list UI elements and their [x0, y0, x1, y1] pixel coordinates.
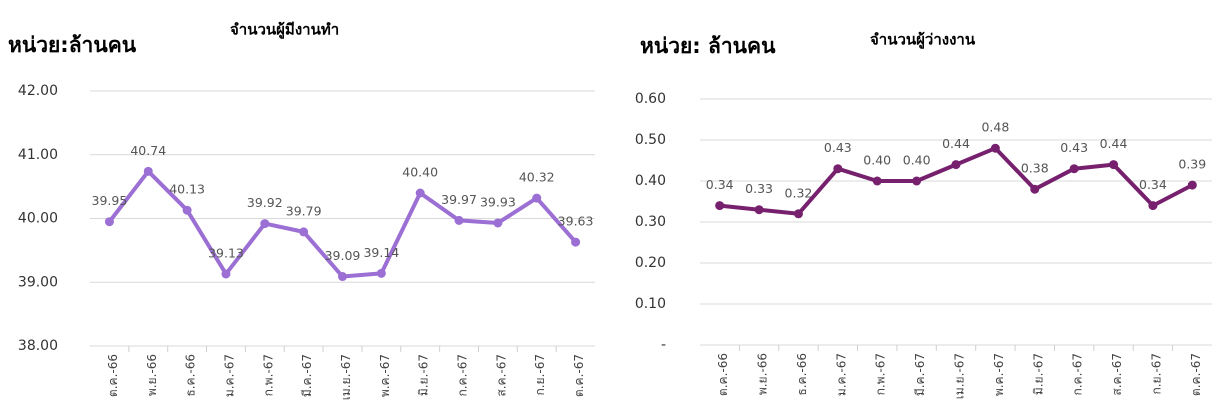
data-label: 0.34	[706, 177, 734, 192]
point	[260, 219, 270, 229]
x-tick-label: ก.ค.-67	[1071, 353, 1085, 396]
data-label: 0.43	[1060, 140, 1088, 155]
y-tick-label: 42.00	[18, 83, 58, 99]
data-label: 39.13	[208, 245, 244, 260]
point	[1030, 184, 1040, 194]
data-label: 0.39	[1178, 157, 1206, 172]
point	[951, 160, 961, 170]
x-tick-label: เม.ย.-67	[339, 354, 353, 400]
x-tick-label: ก.พ.-67	[261, 354, 275, 396]
y-tick-label: 39.00	[18, 274, 58, 290]
x-tick-label: พ.ย.-66	[756, 353, 770, 395]
x-tick-label: ส.ค.-67	[1110, 353, 1124, 396]
x-tick-label: ม.ค.-67	[834, 353, 848, 396]
point	[221, 269, 231, 279]
x-tick-label: พ.ค.-67	[992, 353, 1006, 396]
data-label: 39.63	[558, 214, 594, 229]
point	[299, 227, 309, 237]
x-tick-label: พ.ย.-66	[145, 354, 159, 396]
point	[715, 201, 725, 211]
x-tick-label: มี.ค.-67	[913, 353, 927, 396]
y-tick-label: -	[661, 337, 666, 353]
y-tick-label: 0.60	[635, 91, 666, 107]
data-label: 0.44	[1100, 136, 1128, 151]
data-label: 0.33	[745, 181, 773, 196]
point	[833, 164, 843, 174]
x-tick-label: ส.ค.-67	[494, 354, 508, 397]
x-tick-label: ก.พ.-67	[874, 353, 888, 395]
y-tick-label: 0.50	[635, 132, 666, 148]
x-tick-label: ต.ค.-66	[106, 354, 120, 397]
data-label: 0.40	[903, 153, 931, 168]
y-tick-label: 0.30	[635, 214, 666, 230]
y-tick-label: 0.10	[635, 296, 666, 312]
x-tick-label: ธ.ค.-66	[184, 354, 198, 397]
point	[1109, 160, 1119, 170]
data-label: 39.79	[286, 203, 322, 218]
data-label: 40.32	[519, 170, 555, 185]
point	[415, 188, 425, 198]
data-label: 39.92	[247, 195, 283, 210]
x-tick-label: มี.ค.-67	[300, 354, 314, 397]
point	[754, 205, 764, 215]
point	[793, 209, 803, 219]
point	[376, 268, 386, 278]
point	[182, 205, 192, 215]
point	[104, 217, 114, 227]
point	[1148, 201, 1158, 211]
x-tick-label: ต.ค.-67	[1189, 353, 1203, 396]
data-label: 39.09	[325, 248, 361, 263]
y-tick-label: 38.00	[18, 338, 58, 354]
y-tick-label: 0.40	[635, 173, 666, 189]
point	[1187, 180, 1197, 190]
x-tick-label: มิ.ย.-67	[417, 354, 431, 396]
x-tick-label: พ.ค.-67	[378, 354, 392, 397]
data-label: 40.13	[169, 182, 205, 197]
data-label: 0.44	[942, 136, 970, 151]
x-tick-label: ม.ค.-67	[222, 354, 236, 397]
data-label: 0.48	[981, 120, 1009, 135]
chart-title: จำนวนผู้มีงานทำ	[230, 21, 339, 40]
x-tick-label: ต.ค.-67	[572, 354, 586, 397]
data-label: 0.40	[863, 153, 891, 168]
x-tick-label: ก.ย.-67	[1149, 353, 1163, 395]
unit-label: หน่วย:ล้านคน	[8, 33, 137, 57]
point	[990, 143, 1000, 153]
data-label: 0.43	[824, 140, 852, 155]
x-tick-label: มิ.ย.-67	[1031, 353, 1045, 395]
data-label: 0.34	[1139, 177, 1167, 192]
data-label: 0.38	[1021, 161, 1049, 176]
data-label: 39.93	[480, 194, 516, 209]
x-tick-label: เม.ย.-67	[953, 353, 967, 399]
point	[872, 176, 882, 186]
data-label: 39.97	[441, 192, 477, 207]
x-tick-label: ก.ย.-67	[533, 354, 547, 396]
point	[143, 166, 153, 176]
chart-title: จำนวนผู้ว่างงาน	[870, 31, 976, 50]
unit-label: หน่วย: ล้านคน	[640, 34, 776, 58]
data-label: 40.40	[402, 165, 438, 180]
y-tick-label: 41.00	[18, 147, 58, 163]
x-tick-label: ต.ค.-66	[716, 353, 730, 396]
y-tick-label: 40.00	[18, 211, 58, 227]
point	[532, 193, 542, 203]
x-tick-label: ธ.ค.-66	[795, 353, 809, 396]
data-label: 39.95	[92, 193, 128, 208]
point	[912, 176, 922, 186]
y-tick-label: 0.20	[635, 255, 666, 271]
point	[454, 215, 464, 225]
point	[493, 218, 503, 228]
point	[338, 272, 347, 282]
data-label: 0.32	[785, 185, 813, 200]
point	[1069, 164, 1079, 174]
data-label: 39.14	[363, 245, 399, 260]
point	[571, 237, 581, 247]
data-label: 40.74	[130, 143, 166, 158]
x-tick-label: ก.ค.-67	[456, 354, 470, 397]
